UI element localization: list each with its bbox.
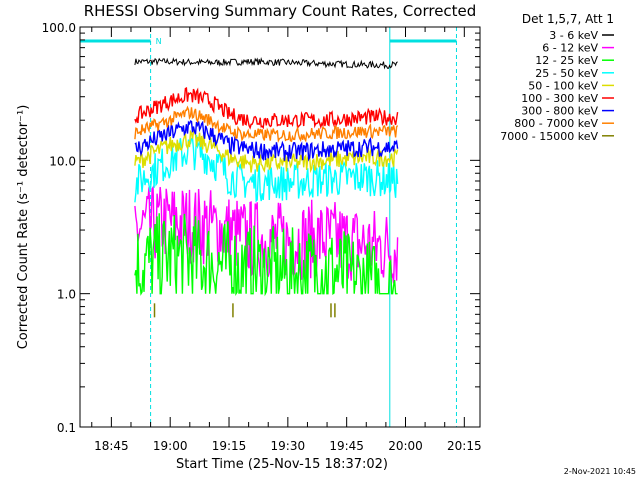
legend-label-4: 50 - 100 keV — [528, 79, 598, 92]
legend-header: Det 1,5,7, Att 1 — [522, 12, 614, 26]
series-5-line — [134, 87, 399, 130]
x-tick-label-4: 19:45 — [329, 439, 364, 453]
legend-label-7: 800 - 7000 keV — [514, 117, 598, 130]
y-tick-label-3: 100.0 — [42, 21, 76, 35]
series-6 — [134, 120, 399, 162]
tick-labels: 0.1 1.0 10.0 100.0 18:45 19:00 19:15 19:30 19:45… — [42, 21, 482, 453]
x-tick-label-5: 20:00 — [388, 439, 423, 453]
x-tick-label-3: 19:30 — [271, 439, 306, 453]
chart-title: RHESSI Observing Summary Count Rates, Co… — [84, 2, 477, 20]
series-7-line — [134, 105, 399, 143]
series-0 — [134, 56, 398, 70]
y-axis-label: Corrected Count Rate (s⁻¹ detector⁻¹) — [16, 105, 31, 350]
legend-label-0: 3 - 6 keV — [549, 29, 598, 42]
series-2 — [134, 213, 398, 297]
series-layer — [134, 56, 399, 318]
x-tick-label-1: 19:00 — [153, 439, 188, 453]
legend-label-1: 6 - 12 keV — [542, 42, 598, 55]
legend-label-8: 7000 - 15000 keV — [500, 130, 598, 143]
legend-label-5: 100 - 300 keV — [521, 92, 598, 105]
x-tick-label-0: 18:45 — [94, 439, 129, 453]
series-1-line — [134, 184, 399, 284]
legend-label-6: 300 - 800 keV — [521, 105, 598, 118]
series-5 — [134, 87, 399, 130]
axes — [79, 26, 481, 428]
series-1 — [134, 184, 399, 284]
x-axis-label: Start Time (25-Nov-15 18:37:02) — [176, 457, 388, 472]
x-tick-label-6: 20:15 — [447, 439, 482, 453]
x-tick-label-2: 19:15 — [212, 439, 247, 453]
series-7 — [134, 105, 399, 143]
plot-frame — [79, 26, 481, 428]
series-0-line — [134, 56, 398, 70]
night-label: N — [156, 37, 162, 46]
legend-label-2: 12 - 25 keV — [535, 54, 598, 67]
y-tick-label-2: 10.0 — [49, 154, 76, 168]
y-tick-label-1: 1.0 — [57, 288, 76, 302]
series-2-line — [134, 213, 398, 297]
legend-label-3: 25 - 50 keV — [535, 67, 598, 80]
series-4 — [134, 129, 399, 174]
series-8 — [153, 303, 336, 318]
plot-timestamp: 2-Nov-2021 10:45 — [564, 467, 636, 476]
y-tick-label-0: 0.1 — [57, 421, 76, 435]
series-6-line — [134, 120, 399, 162]
series-4-line — [134, 129, 399, 174]
